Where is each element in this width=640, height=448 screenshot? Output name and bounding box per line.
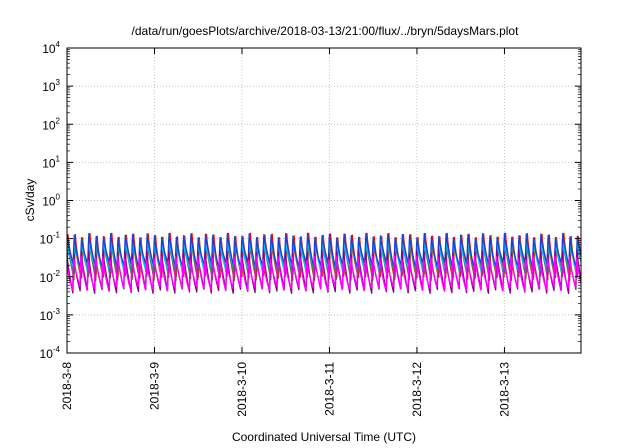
x-tick-label: 2018-3-8 (60, 362, 74, 410)
y-tick-exponent: -4 (53, 345, 61, 354)
grid (67, 48, 581, 353)
x-axis: 2018-3-8 2018-3-9 2018-3-10 2018-3-11 2018-3… (60, 48, 511, 417)
y-tick-base: 10 (40, 233, 54, 247)
y-tick-exponent: 0 (56, 193, 61, 202)
y-tick-label: 100 (42, 193, 60, 209)
series-layer (67, 232, 581, 295)
y-tick-label: 104 (42, 40, 60, 56)
y-tick-base: 10 (40, 347, 54, 361)
x-tick-label: 2018-3-10 (235, 362, 249, 417)
y-tick-base: 10 (42, 156, 56, 170)
y-tick-exponent: 2 (56, 116, 61, 125)
y-tick-label: 103 (42, 78, 60, 94)
x-axis-label: Coordinated Universal Time (UTC) (232, 430, 416, 444)
y-tick-exponent: -1 (53, 231, 61, 240)
y-tick-base: 10 (42, 80, 56, 94)
y-tick-exponent: 1 (56, 154, 61, 163)
x-tick-label: 2018-3-9 (147, 362, 161, 410)
y-tick-label: 10-1 (40, 231, 61, 247)
y-tick-exponent: -3 (53, 307, 61, 316)
y-axis-label: cSv/day (23, 179, 37, 222)
x-tick-label: 2018-3-12 (410, 362, 424, 417)
y-tick-base: 10 (40, 309, 54, 323)
x-tick-label: 2018-3-11 (322, 362, 336, 416)
series-line (67, 239, 581, 273)
y-tick-label: 10-3 (40, 307, 61, 323)
y-tick-label: 10-2 (40, 269, 61, 285)
series-line (67, 255, 581, 292)
y-tick-label: 102 (42, 116, 60, 132)
y-tick-base: 10 (42, 195, 56, 209)
x-tick-label: 2018-3-13 (497, 362, 511, 417)
y-tick-label: 101 (42, 154, 60, 170)
chart-title: /data/run/goesPlots/archive/2018-03-13/2… (132, 24, 520, 38)
y-tick-base: 10 (42, 42, 56, 56)
y-tick-exponent: -2 (53, 269, 61, 278)
series-line (67, 232, 581, 268)
y-tick-exponent: 4 (56, 40, 61, 49)
y-tick-label: 10-4 (40, 345, 61, 361)
y-tick-base: 10 (40, 271, 54, 285)
y-tick-base: 10 (42, 118, 56, 132)
plot-frame (66, 47, 582, 354)
series-line (67, 248, 581, 295)
y-tick-exponent: 3 (56, 78, 61, 87)
